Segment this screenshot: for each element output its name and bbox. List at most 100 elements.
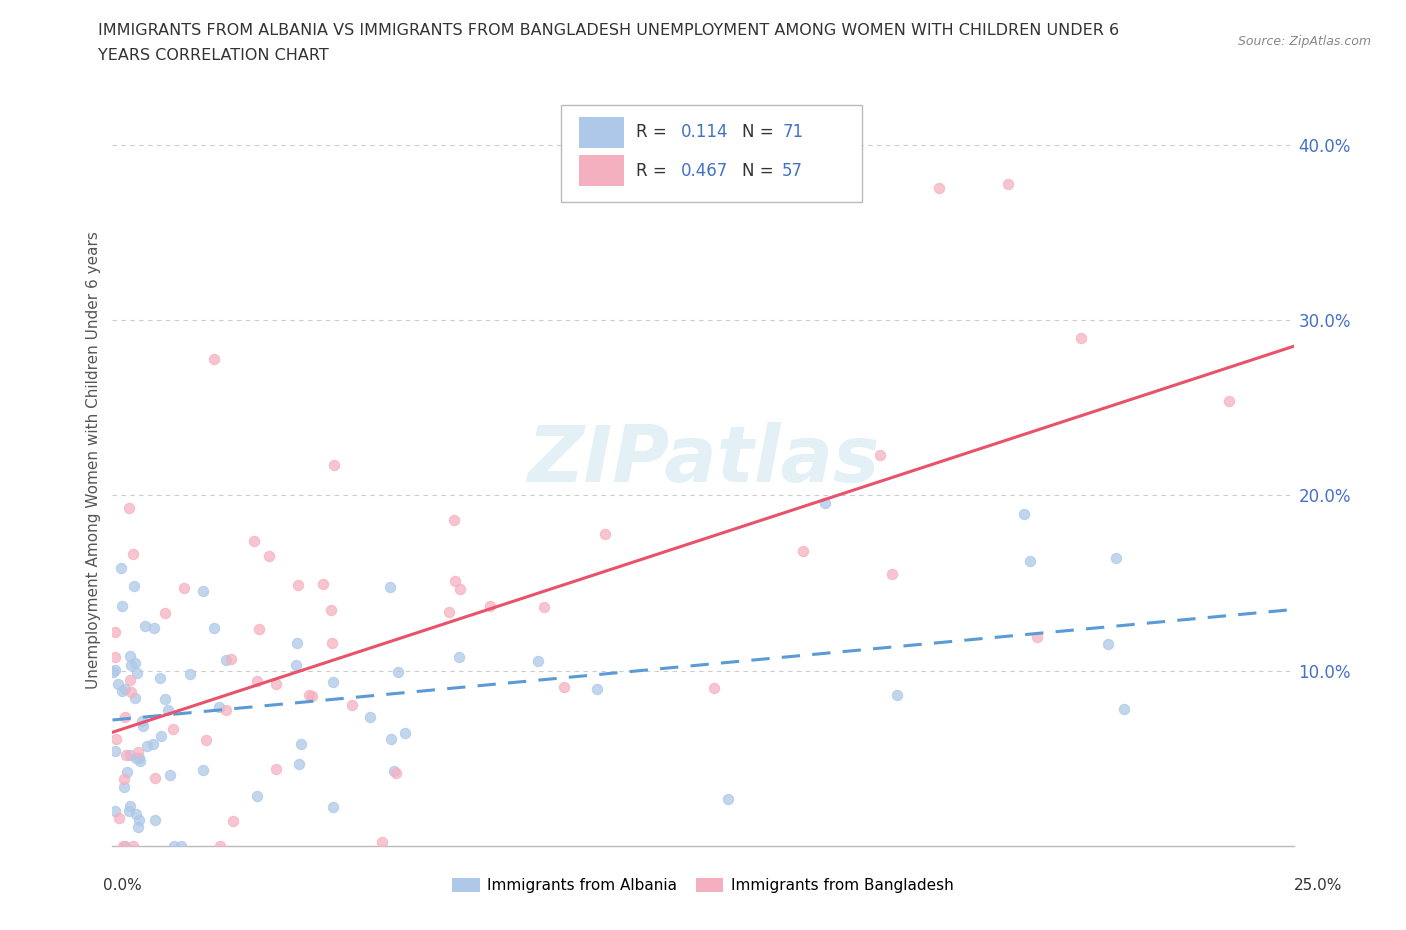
Point: [104, 804, 127, 818]
Point: [131, 713, 153, 728]
Point: [222, 814, 245, 829]
Point: [114, 839, 136, 854]
Point: [443, 512, 465, 527]
Point: [125, 751, 148, 765]
Point: [107, 676, 129, 691]
Point: [928, 181, 950, 196]
Point: [193, 583, 215, 598]
Point: [880, 567, 903, 582]
Point: [813, 496, 835, 511]
Legend: Immigrants from Albania, Immigrants from Bangladesh: Immigrants from Albania, Immigrants from…: [446, 871, 960, 899]
Point: [997, 176, 1019, 191]
Point: [340, 698, 363, 713]
Point: [114, 710, 136, 724]
Bar: [579, 155, 624, 186]
Point: [886, 687, 908, 702]
Point: [131, 719, 153, 734]
Text: Source: ZipAtlas.com: Source: ZipAtlas.com: [1237, 35, 1371, 48]
Point: [179, 667, 201, 682]
Point: [257, 549, 280, 564]
Point: [1097, 636, 1119, 651]
Point: [111, 839, 134, 854]
Point: [319, 603, 342, 618]
Text: 0.114: 0.114: [681, 124, 728, 141]
Point: [359, 710, 381, 724]
Point: [110, 684, 132, 698]
Text: 71: 71: [782, 124, 803, 141]
Point: [114, 682, 136, 697]
Point: [215, 703, 238, 718]
Point: [194, 732, 217, 747]
Point: [191, 763, 214, 777]
Point: [287, 578, 309, 592]
Point: [120, 648, 142, 663]
Point: [264, 676, 287, 691]
Point: [215, 652, 238, 667]
Point: [120, 684, 142, 699]
Point: [156, 702, 179, 717]
Point: [118, 672, 141, 687]
Point: [387, 664, 409, 679]
Point: [202, 621, 225, 636]
Point: [370, 834, 392, 849]
Point: [110, 561, 132, 576]
Text: N =: N =: [742, 162, 779, 179]
Point: [208, 839, 231, 854]
Point: [533, 600, 555, 615]
Point: [149, 671, 172, 685]
Point: [170, 839, 193, 854]
Point: [118, 798, 141, 813]
Point: [321, 635, 343, 650]
Point: [159, 767, 181, 782]
Point: [111, 598, 134, 613]
Point: [145, 813, 167, 828]
Point: [118, 804, 141, 819]
Point: [703, 681, 725, 696]
Point: [1112, 702, 1135, 717]
Point: [322, 800, 344, 815]
Point: [322, 674, 344, 689]
Point: [128, 813, 150, 828]
Point: [553, 680, 575, 695]
Point: [1105, 551, 1128, 565]
Text: IMMIGRANTS FROM ALBANIA VS IMMIGRANTS FROM BANGLADESH UNEMPLOYMENT AMONG WOMEN W: IMMIGRANTS FROM ALBANIA VS IMMIGRANTS FR…: [98, 23, 1119, 38]
Point: [526, 654, 548, 669]
Point: [264, 761, 287, 776]
Point: [1019, 553, 1042, 568]
Point: [124, 578, 146, 593]
Point: [127, 744, 149, 759]
Point: [124, 656, 146, 671]
Point: [115, 748, 138, 763]
Point: [104, 625, 127, 640]
Point: [288, 756, 311, 771]
Point: [208, 699, 231, 714]
Point: [112, 779, 135, 794]
Point: [120, 658, 142, 672]
Point: [129, 753, 152, 768]
Point: [124, 690, 146, 705]
Point: [118, 748, 141, 763]
Point: [104, 650, 127, 665]
Text: ZIPatlas: ZIPatlas: [527, 422, 879, 498]
Text: N =: N =: [742, 124, 779, 141]
Point: [104, 663, 127, 678]
FancyBboxPatch shape: [561, 105, 862, 202]
Point: [382, 764, 405, 778]
Point: [142, 737, 165, 751]
Point: [173, 580, 195, 595]
Point: [153, 605, 176, 620]
Point: [380, 731, 402, 746]
Point: [243, 533, 266, 548]
Point: [301, 688, 323, 703]
Point: [298, 688, 321, 703]
Point: [112, 771, 135, 786]
Point: [118, 501, 141, 516]
Point: [312, 577, 335, 591]
Bar: [579, 117, 624, 148]
Text: R =: R =: [636, 162, 672, 179]
Point: [1026, 630, 1049, 644]
Point: [285, 658, 308, 672]
Point: [104, 743, 127, 758]
Point: [104, 731, 127, 746]
Point: [717, 791, 740, 806]
